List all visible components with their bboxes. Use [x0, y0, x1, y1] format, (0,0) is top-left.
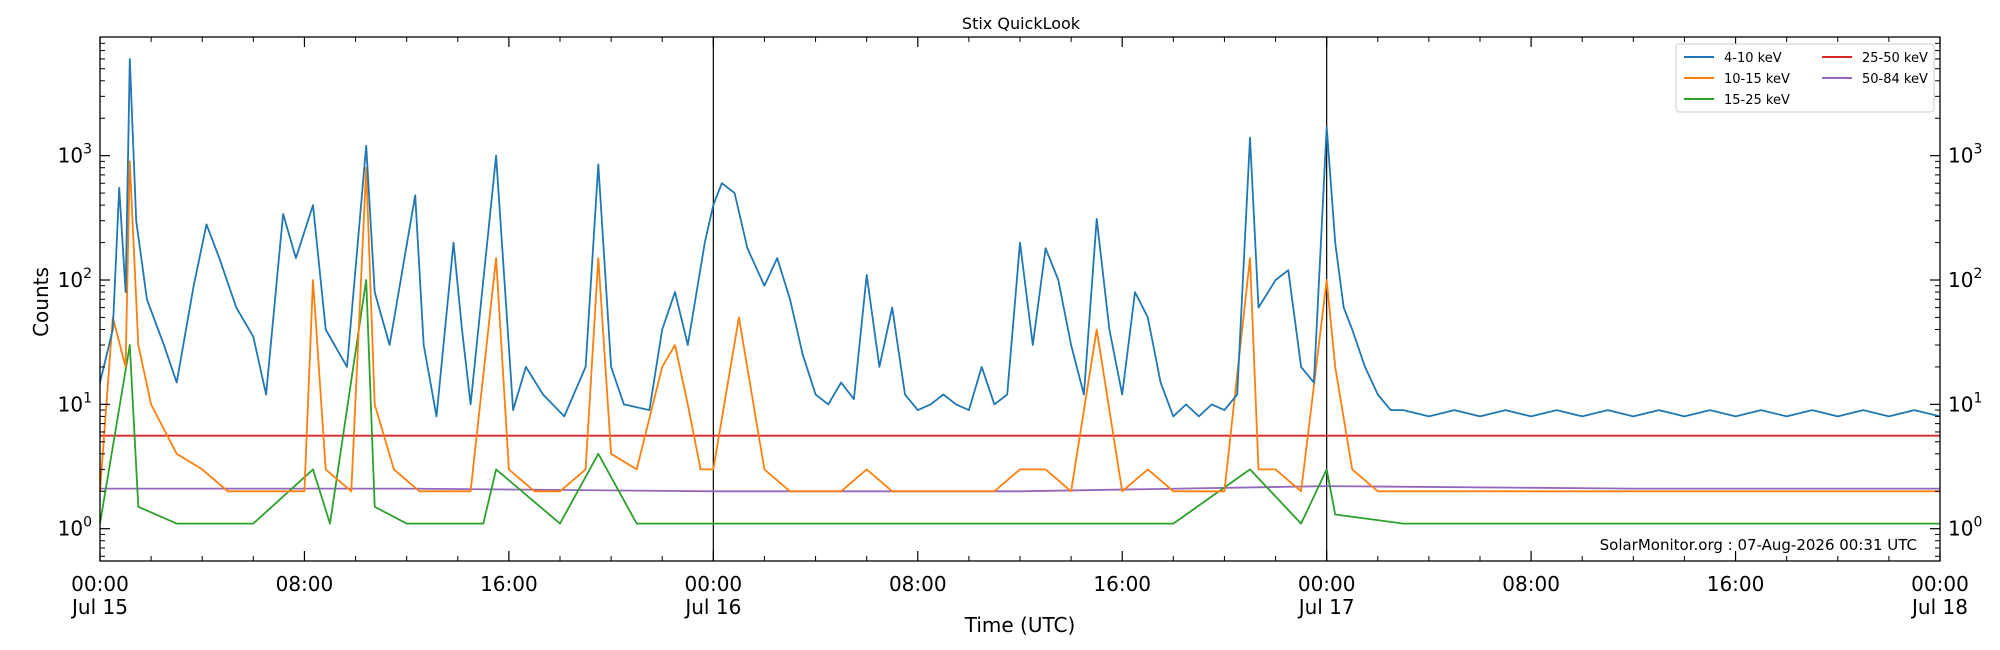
y-tick-label-right: 101	[1948, 390, 1982, 416]
credit-annotation: SolarMonitor.org : 07-Aug-2026 00:31 UTC	[1600, 536, 1917, 554]
x-tick-date-label: Jul 18	[1910, 595, 1968, 619]
y-tick-label-left: 100	[58, 515, 92, 541]
series-line-10-15-kev	[99, 160, 1940, 493]
legend-label-10-15-kev: 10-15 keV	[1724, 72, 1790, 87]
x-tick-label: 00:00	[685, 572, 743, 596]
x-tick-label: 08:00	[1502, 572, 1560, 596]
x-tick-label: 16:00	[1707, 572, 1765, 596]
x-tick-label: 16:00	[480, 572, 538, 596]
y-tick-label-right: 102	[1948, 266, 1982, 292]
legend-label-15-25-kev: 15-25 keV	[1724, 93, 1790, 108]
y-tick-label-right: 103	[1948, 142, 1982, 168]
x-axis-label: Time (UTC)	[964, 613, 1076, 637]
legend-box	[1675, 43, 1935, 113]
y-tick-label-right: 100	[1948, 515, 1982, 541]
series-line-4-10-kev	[99, 58, 1941, 418]
x-tick-date-label: Jul 16	[683, 595, 741, 619]
x-tick-label: 08:00	[276, 572, 334, 596]
x-tick-label: 00:00	[1298, 572, 1356, 596]
x-tick-date-label: Jul 17	[1297, 595, 1355, 619]
y-tick-label-left: 102	[58, 266, 92, 292]
x-tick-label: 08:00	[889, 572, 947, 596]
y-axis-label: Counts	[29, 267, 53, 337]
x-tick-label: 00:00	[1911, 572, 1969, 596]
series-line-50-84-kev	[100, 485, 1940, 493]
legend-label-50-84-kev: 50-84 keV	[1862, 72, 1928, 87]
legend-label-25-50-kev: 25-50 keV	[1862, 51, 1928, 66]
x-tick-date-label: Jul 15	[70, 595, 128, 619]
y-tick-label-left: 103	[58, 142, 92, 168]
legend: 4-10 keV 10-15 keV 15-25 keV 25-50 keV 50-84…	[1675, 43, 1935, 113]
series-line-15-25-kev	[99, 279, 1940, 525]
legend-label-4-10-kev: 4-10 keV	[1724, 51, 1782, 66]
y-tick-label-left: 101	[58, 390, 92, 416]
chart-title: Stix QuickLook	[962, 14, 1081, 33]
x-tick-label: 00:00	[71, 572, 129, 596]
x-tick-label: 16:00	[1093, 572, 1151, 596]
